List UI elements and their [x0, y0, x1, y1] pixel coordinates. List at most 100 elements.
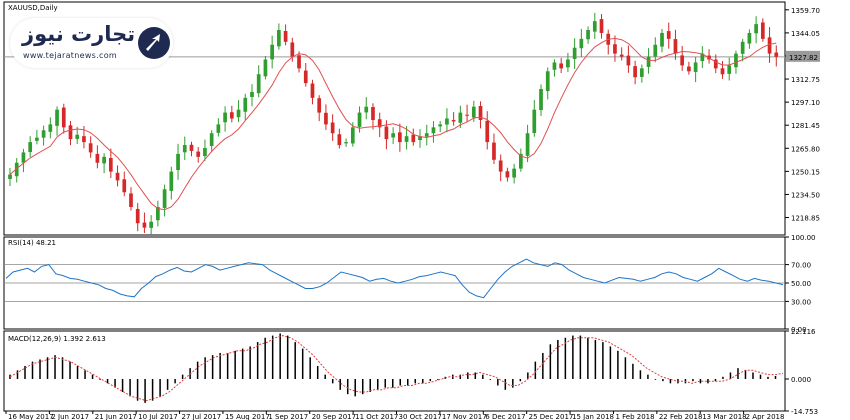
candle-body	[317, 98, 322, 113]
candle-body	[673, 39, 678, 54]
candle-body	[391, 133, 395, 138]
macd-panel-frame	[3, 330, 786, 412]
moving-average-line	[9, 37, 777, 211]
candle-body	[760, 22, 765, 39]
candle-body	[256, 74, 261, 94]
candle-body	[216, 124, 221, 133]
macd-histogram-bar	[489, 378, 492, 380]
candle-body	[579, 38, 584, 49]
candle-body	[102, 156, 106, 164]
macd-histogram-bar	[226, 352, 229, 379]
x-tick-label: 17 Nov 2017	[442, 413, 487, 420]
candle-body	[525, 133, 530, 156]
candle-body	[68, 125, 73, 140]
candle-body	[82, 136, 86, 143]
macd-histogram-bar	[407, 378, 409, 386]
current-price-label: 1327.82	[789, 54, 818, 62]
candle-body	[283, 30, 288, 42]
macd-histogram-bar	[309, 357, 311, 379]
candle-body	[646, 56, 651, 67]
macd-histogram-bar	[437, 378, 439, 380]
macd-histogram-bar	[279, 333, 281, 379]
candle-body	[592, 21, 597, 32]
candle-body	[532, 109, 537, 134]
macd-histogram-bar	[271, 335, 274, 379]
macd-histogram-bar	[346, 378, 349, 395]
candle-body	[35, 137, 39, 141]
candle-body	[75, 134, 80, 139]
macd-histogram-bar	[752, 372, 754, 379]
candle-body	[626, 55, 631, 66]
macd-histogram-bar	[24, 365, 26, 379]
candle-body	[61, 107, 66, 128]
macd-histogram-bar	[294, 342, 296, 379]
rsi-tick-label: 50.00	[791, 280, 811, 288]
x-tick-label: 20 Sep 2017	[312, 413, 356, 420]
candle-body	[498, 160, 503, 172]
rsi-line	[5, 258, 784, 299]
candle-body	[156, 206, 160, 221]
candle-body	[162, 189, 167, 209]
candle-body	[149, 221, 154, 228]
macd-histogram-bar	[504, 378, 507, 390]
macd-histogram-bar	[594, 339, 597, 379]
candle-body	[209, 133, 214, 146]
candle-body	[451, 120, 456, 122]
candle-body	[364, 106, 369, 113]
candle-body	[337, 134, 342, 146]
macd-histogram-bar	[31, 361, 34, 379]
macd-tick-label: 22.116	[791, 328, 816, 336]
candle-body	[243, 97, 248, 112]
candle-body	[505, 171, 510, 178]
candle-body	[182, 145, 187, 153]
candle-body	[303, 70, 308, 84]
macd-histogram-bar	[286, 335, 289, 379]
macd-histogram-bar	[391, 378, 394, 388]
candle-body	[404, 136, 409, 142]
candle-body	[377, 119, 382, 128]
trend-arrow-icon	[138, 27, 170, 59]
macd-histogram-bar	[151, 378, 154, 401]
candle-body	[55, 109, 59, 126]
candle-body	[108, 157, 113, 172]
macd-histogram-bar	[527, 372, 529, 379]
price-tick-label: 1312.75	[791, 76, 820, 84]
macd-histogram-bar	[84, 370, 86, 379]
rsi-tick-label: 70.00	[791, 262, 811, 270]
candle-body	[21, 152, 26, 163]
macd-histogram-bar	[399, 378, 402, 386]
candle-body	[471, 106, 476, 118]
x-tick-label: 1 Sep 2017	[268, 413, 308, 420]
macd-histogram-bar	[587, 337, 589, 379]
macd-histogram-bar	[617, 350, 619, 379]
candle-body	[189, 144, 194, 151]
x-tick-label: 16 May 2017	[8, 413, 54, 420]
macd-histogram-bar	[174, 378, 176, 384]
candle-body	[680, 55, 685, 66]
macd-histogram-bar	[264, 337, 266, 379]
candle-body	[633, 66, 637, 78]
x-tick-label: 13 Mar 2018	[702, 413, 746, 420]
macd-histogram-bar	[324, 374, 326, 379]
watermark-logo: تجارت نیوز www.tejaratnews.com	[10, 18, 173, 68]
candle-body	[639, 68, 644, 77]
macd-histogram-bar	[474, 372, 477, 379]
candle-body	[599, 19, 604, 33]
macd-histogram-bar	[166, 378, 169, 390]
rsi-tick-label: 0.00	[791, 326, 807, 334]
candle-body	[519, 153, 523, 169]
macd-histogram-bar	[414, 378, 417, 384]
candle-body	[586, 30, 590, 40]
candle-body	[492, 142, 496, 160]
candle-body	[28, 142, 33, 153]
x-tick-label: 25 Dec 2017	[529, 413, 574, 420]
candle-body	[236, 109, 241, 118]
macd-histogram-bar	[647, 374, 649, 379]
candle-body	[445, 118, 449, 125]
x-tick-label: 6 Dec 2017	[485, 413, 525, 420]
candle-body	[539, 89, 543, 111]
candle-body	[115, 172, 120, 181]
macd-histogram-bar	[482, 374, 484, 379]
macd-histogram-bar	[376, 378, 379, 390]
candle-body	[458, 112, 463, 123]
